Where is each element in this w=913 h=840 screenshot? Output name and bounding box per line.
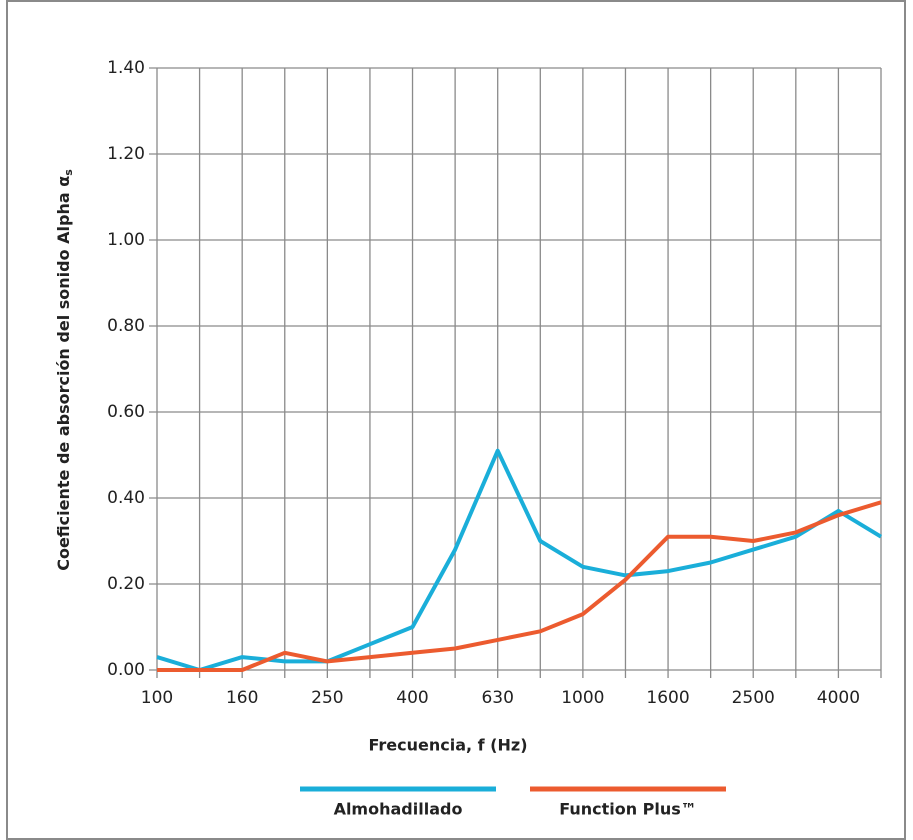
x-tick-label: 250 — [311, 688, 343, 708]
y-tick-label: 1.40 — [107, 58, 145, 78]
x-tick-label: 630 — [481, 688, 513, 708]
frame — [6, 0, 906, 840]
series-line — [157, 500, 882, 672]
y-tick-label: 0.00 — [107, 660, 145, 680]
y-tick-label: 1.20 — [107, 144, 145, 164]
x-axis-label: Frecuencia, f (Hz) — [368, 736, 527, 755]
y-axis-label-main: Coeficiente de absorción del sonido Alph… — [54, 176, 73, 571]
x-tick-label: 2500 — [732, 688, 775, 708]
y-tick-label: 0.60 — [107, 402, 145, 422]
x-tick-label: 1600 — [646, 688, 689, 708]
y-axis-label-sub: s — [62, 169, 75, 176]
y-axis-label: Coeficiente de absorción del sonido Alph… — [54, 169, 76, 571]
series-line — [156, 448, 883, 672]
legend-label: Almohadillado — [334, 800, 463, 819]
y-tick-label: 0.20 — [107, 574, 145, 594]
y-tick-label: 0.80 — [107, 316, 145, 336]
x-tick-label: 160 — [226, 688, 258, 708]
x-tick-label: 1000 — [561, 688, 604, 708]
y-tick-label: 0.40 — [107, 488, 145, 508]
x-tick-label: 100 — [141, 688, 173, 708]
legend-label: Function Plus™ — [559, 800, 697, 819]
x-tick-label: 4000 — [817, 688, 860, 708]
y-tick-label: 1.00 — [107, 230, 145, 250]
x-tick-label: 400 — [396, 688, 428, 708]
